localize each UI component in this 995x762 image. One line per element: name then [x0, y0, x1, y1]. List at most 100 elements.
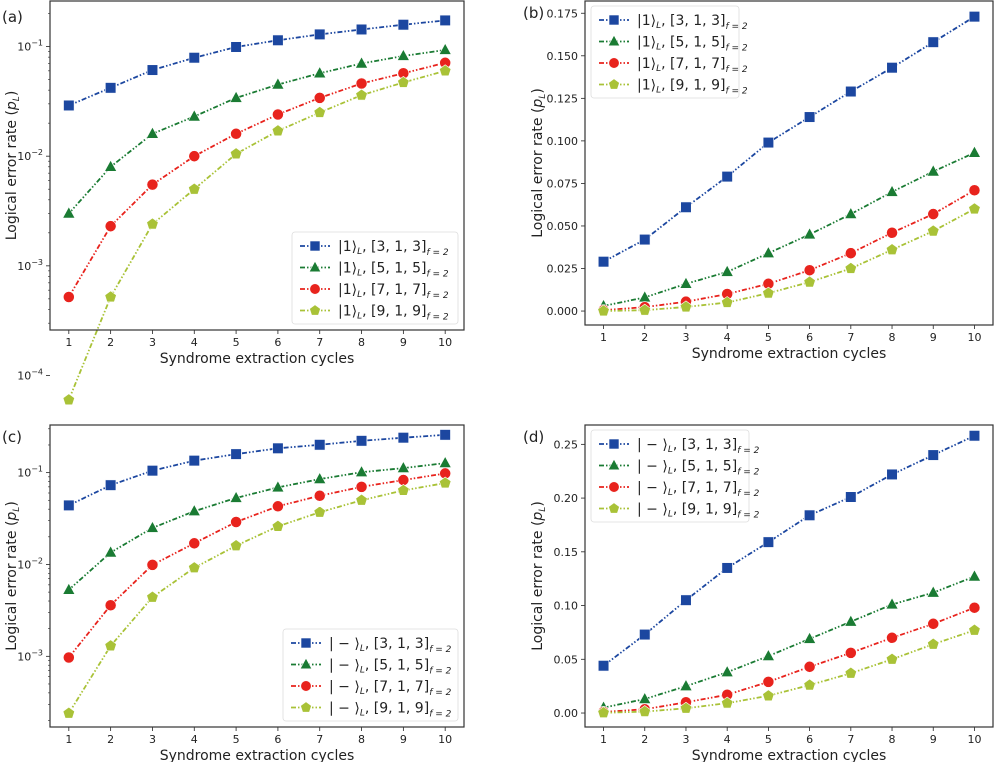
data-point	[968, 11, 981, 23]
data-point	[968, 430, 981, 442]
x-tick-label: 10	[967, 331, 981, 344]
data-point	[886, 631, 898, 644]
data-point	[803, 227, 817, 240]
legend-code: , [7, 1, 7]	[362, 282, 426, 298]
data-point	[439, 14, 451, 27]
data-point	[145, 126, 160, 139]
legend-entry: |1⟩L, [5, 1, 5]f = 2	[300, 261, 449, 280]
data-point	[762, 689, 775, 702]
data-point	[927, 449, 939, 461]
series-line	[68, 19, 446, 107]
y-tick-label: 0.050	[547, 220, 579, 233]
x-tick-label: 8	[358, 733, 365, 746]
y-tick-text: 0.075	[547, 177, 579, 190]
legend-label: |1⟩L, [5, 1, 5]f = 2	[637, 35, 748, 54]
data-point	[597, 706, 610, 719]
legend-ket: | − ⟩	[637, 437, 668, 453]
y-tick-exponent: −3	[31, 648, 43, 657]
legend-code-subscript: f = 2	[737, 511, 759, 521]
data-point	[844, 206, 858, 219]
data-point	[354, 56, 369, 69]
legend-ket-subscript: L	[668, 510, 673, 520]
y-tick-label: 10−4	[17, 368, 43, 383]
data-point	[313, 92, 326, 104]
data-point	[638, 705, 651, 717]
data-point	[927, 208, 940, 220]
data-point	[62, 291, 75, 303]
y-label-text: Logical error rate (	[530, 108, 546, 238]
y-tick-label: 0.150	[547, 50, 579, 63]
data-point	[597, 304, 610, 317]
series-line	[68, 462, 446, 591]
series-2	[597, 601, 981, 718]
data-point	[105, 82, 117, 94]
panel-label: (b)	[523, 4, 544, 22]
data-point	[104, 220, 117, 233]
data-point	[188, 537, 201, 550]
data-point	[803, 275, 816, 288]
data-point	[803, 264, 816, 277]
legend-entry: |1⟩L, [7, 1, 7]f = 2	[599, 56, 748, 75]
legend-label: | − ⟩L, [9, 1, 9]f = 2	[329, 701, 452, 720]
y-tick-text: 0.20	[554, 492, 579, 505]
legend-entry: |1⟩L, [5, 1, 5]f = 2	[599, 35, 748, 54]
data-point	[967, 569, 982, 582]
data-point	[313, 66, 327, 79]
y-tick-text: 0.025	[547, 263, 579, 276]
data-point	[355, 88, 368, 101]
data-point	[803, 631, 817, 644]
data-point	[145, 520, 160, 533]
y-label-var: p	[4, 512, 20, 522]
legend-frame	[590, 5, 740, 99]
legend-marker	[608, 438, 620, 450]
series-line	[68, 433, 446, 507]
legend-ket-subscript: L	[668, 467, 673, 477]
legend-ket: |1⟩	[637, 78, 656, 94]
y-tick-base: 10	[17, 370, 31, 383]
data-point	[355, 77, 368, 90]
y-tick-label: 0.00	[554, 707, 579, 720]
legend-code-subscript: f = 2	[426, 313, 448, 323]
x-axis-label: Syndrome extraction cycles	[160, 748, 355, 762]
legend-ket: | − ⟩	[637, 502, 668, 518]
legend-code: , [9, 1, 9]	[673, 502, 737, 518]
legend-ket: |1⟩	[637, 13, 656, 29]
data-point	[926, 585, 940, 598]
series-0	[597, 430, 981, 672]
data-point	[397, 474, 410, 486]
series-2	[62, 467, 452, 664]
y-tick-base: 10	[17, 41, 31, 54]
y-label-end: )	[4, 91, 20, 96]
data-point	[62, 393, 75, 406]
y-label-sub: L	[538, 507, 548, 512]
data-point	[639, 628, 651, 641]
y-tick-label: 0.175	[547, 7, 579, 20]
panel-label: (c)	[2, 428, 22, 446]
x-tick-label: 1	[65, 733, 72, 746]
y-label-end: )	[4, 501, 20, 506]
panel-label: (d)	[523, 428, 544, 446]
data-point	[638, 303, 651, 316]
x-tick-label: 8	[889, 733, 896, 746]
data-point	[230, 448, 242, 460]
legend-marker	[608, 502, 620, 514]
data-point	[313, 505, 326, 518]
data-point	[721, 171, 733, 183]
data-point	[967, 145, 982, 158]
y-tick-text: 0.05	[554, 653, 579, 666]
y-tick-text: 0.150	[547, 50, 579, 63]
y-tick-label: 10−2	[17, 148, 43, 163]
data-point	[803, 660, 816, 673]
data-point	[104, 639, 117, 652]
data-point	[62, 582, 76, 595]
data-point	[844, 666, 857, 679]
legend-marker	[608, 78, 620, 90]
legend-label: | − ⟩L, [9, 1, 9]f = 2	[637, 502, 760, 521]
y-label-var: p	[530, 99, 546, 109]
data-point	[62, 651, 75, 664]
y-tick-label: 0.025	[547, 263, 579, 276]
data-point	[639, 233, 651, 246]
data-point	[355, 493, 368, 506]
x-tick-label: 1	[600, 331, 607, 344]
